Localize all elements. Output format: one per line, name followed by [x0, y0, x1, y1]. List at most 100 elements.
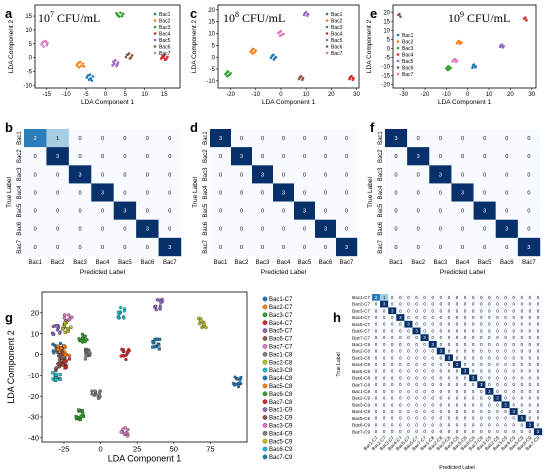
matrix-cell [372, 381, 381, 389]
matrix-cell [452, 367, 462, 375]
legend-label: Bac2-C8 [269, 360, 293, 366]
x-tick-label: Bac6 [319, 260, 333, 266]
matrix-cell [525, 367, 535, 375]
matrix-cell [404, 347, 413, 355]
cell-value: 0 [432, 349, 435, 354]
data-point [69, 325, 73, 329]
matrix-cell [396, 354, 405, 362]
cell-value: 0 [464, 322, 467, 327]
cell-value: 0 [504, 422, 507, 427]
cell-value: 0 [383, 375, 386, 380]
cell-value: 0 [529, 328, 532, 333]
matrix-cell [231, 201, 253, 220]
data-point [119, 305, 123, 310]
y-tick-label: Bac3-C9 [352, 402, 370, 407]
cell-value: 0 [464, 416, 467, 421]
matrix-cell [420, 354, 429, 362]
matrix-cell [493, 307, 502, 315]
cell-value: 0 [375, 302, 378, 307]
matrix-cell [294, 129, 316, 148]
y-tick-label: 15 [383, 19, 390, 25]
cell-value: 0 [448, 429, 451, 434]
cell-value: 0 [505, 136, 508, 142]
cell-value: 0 [383, 409, 386, 414]
matrix-cell [385, 237, 408, 257]
cell-value: 0 [496, 389, 499, 394]
cell-value: 0 [521, 362, 524, 367]
matrix-cell [485, 300, 494, 308]
data-point [75, 64, 79, 67]
matrix-cell [388, 428, 397, 436]
cell-value: 0 [375, 362, 378, 367]
matrix-cell [477, 320, 486, 328]
cell-value: 0 [456, 429, 459, 434]
y-tick-label: -30 [28, 413, 39, 422]
data-point [453, 57, 457, 61]
cell-value: 0 [448, 409, 451, 414]
matrix-cell [436, 381, 446, 389]
cell-value: 3 [383, 302, 386, 307]
data-point [56, 362, 60, 367]
matrix-cell [509, 314, 518, 322]
cell-value: 0 [146, 245, 149, 251]
cell-value: 0 [123, 227, 126, 233]
matrix-cell [501, 307, 510, 315]
matrix-cell [380, 428, 389, 436]
matrix-cell [485, 401, 494, 409]
cell-value: 0 [423, 375, 426, 380]
matrix-cell [469, 361, 478, 369]
cell-value: 0 [472, 302, 475, 307]
matrix-cell [525, 320, 535, 328]
matrix-cell [436, 334, 446, 342]
cell-value: 0 [240, 190, 243, 196]
plot-frame [41, 291, 248, 443]
matrix-cell [68, 147, 92, 166]
cell-value: 0 [488, 409, 491, 414]
cell-value: 0 [488, 308, 491, 313]
matrix-cell [158, 219, 182, 239]
cell-value: 0 [345, 172, 348, 178]
matrix-cell [517, 388, 527, 395]
matrix-cell [436, 394, 446, 402]
x-axis-label: LDA Component 1 [262, 99, 316, 106]
data-point [60, 356, 64, 361]
cell-value: 0 [483, 172, 486, 178]
cell-value: 0 [504, 396, 507, 401]
matrix-cell [407, 219, 430, 239]
matrix-cell [158, 183, 182, 202]
cell-value: 0 [399, 422, 402, 427]
cell-value: 0 [537, 382, 540, 387]
data-point [40, 42, 43, 46]
cell-value: 0 [521, 302, 524, 307]
cell-value: 0 [423, 409, 426, 414]
legend-marker [262, 399, 268, 405]
matrix-cell [436, 300, 446, 308]
data-point [62, 316, 66, 320]
cell-value: 0 [464, 302, 467, 307]
cell-value: 0 [440, 416, 443, 421]
cell-value: 0 [521, 369, 524, 374]
matrix-cell [210, 201, 232, 220]
data-point [81, 414, 86, 419]
y-tick-label: Bac7-C9 [352, 429, 370, 434]
legend-marker [396, 72, 400, 76]
matrix-cell [493, 421, 502, 429]
cell-value: 0 [504, 389, 507, 394]
matrix-cell [388, 347, 397, 355]
cell-value: 0 [345, 209, 348, 215]
panel-letter-g: g [5, 310, 13, 325]
matrix-cell [485, 428, 494, 436]
matrix-cell [485, 361, 494, 369]
cell-value: 0 [423, 389, 426, 394]
matrix-cell [452, 327, 462, 335]
matrix-cell [461, 381, 470, 389]
cell-value: 0 [480, 422, 483, 427]
matrix-cell [24, 147, 47, 166]
legend-label: Bac3 [402, 46, 414, 52]
cell-value: 0 [512, 355, 515, 360]
cell-value: 0 [415, 416, 418, 421]
matrix-cell [428, 428, 437, 436]
matrix-cell [396, 294, 405, 301]
cell-value: 0 [488, 302, 491, 307]
